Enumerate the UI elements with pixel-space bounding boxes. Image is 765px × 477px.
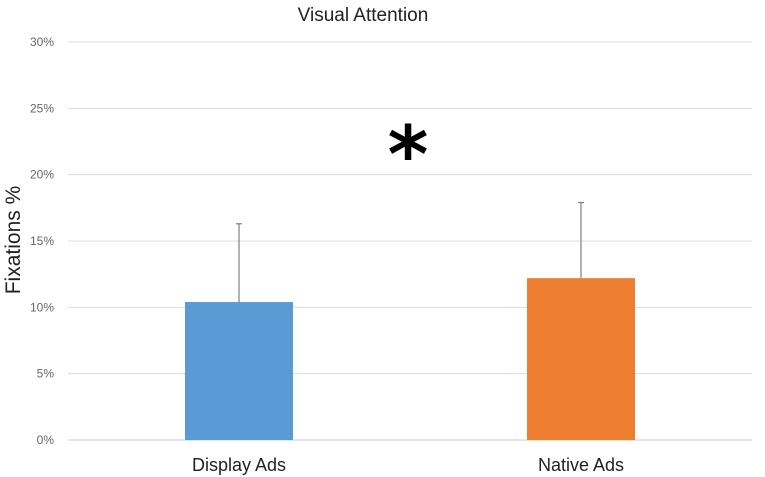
y-tick-label: 15% <box>30 234 54 248</box>
y-axis-ticks: 0% 5% 10% 15% 20% 25% 30% <box>30 35 54 447</box>
y-tick-label: 25% <box>30 101 54 115</box>
gridlines <box>68 41 752 441</box>
y-tick-label: 5% <box>37 367 55 381</box>
y-tick-label: 10% <box>30 300 54 314</box>
chart-title: Visual Attention <box>298 5 429 26</box>
x-tick-label: Display Ads <box>192 455 286 475</box>
y-tick-label: 30% <box>30 35 54 49</box>
bars <box>185 278 635 440</box>
y-axis-label: Fixations % <box>2 186 25 295</box>
significance-marker: * <box>388 111 429 201</box>
y-tick-label: 0% <box>37 433 55 447</box>
x-axis-ticks: Display Ads Native Ads <box>192 455 624 475</box>
y-tick-label: 20% <box>30 168 54 182</box>
error-bars <box>236 201 584 303</box>
bar-display-ads <box>185 302 293 440</box>
bar-native-ads <box>527 278 635 440</box>
x-tick-label: Native Ads <box>538 455 624 475</box>
